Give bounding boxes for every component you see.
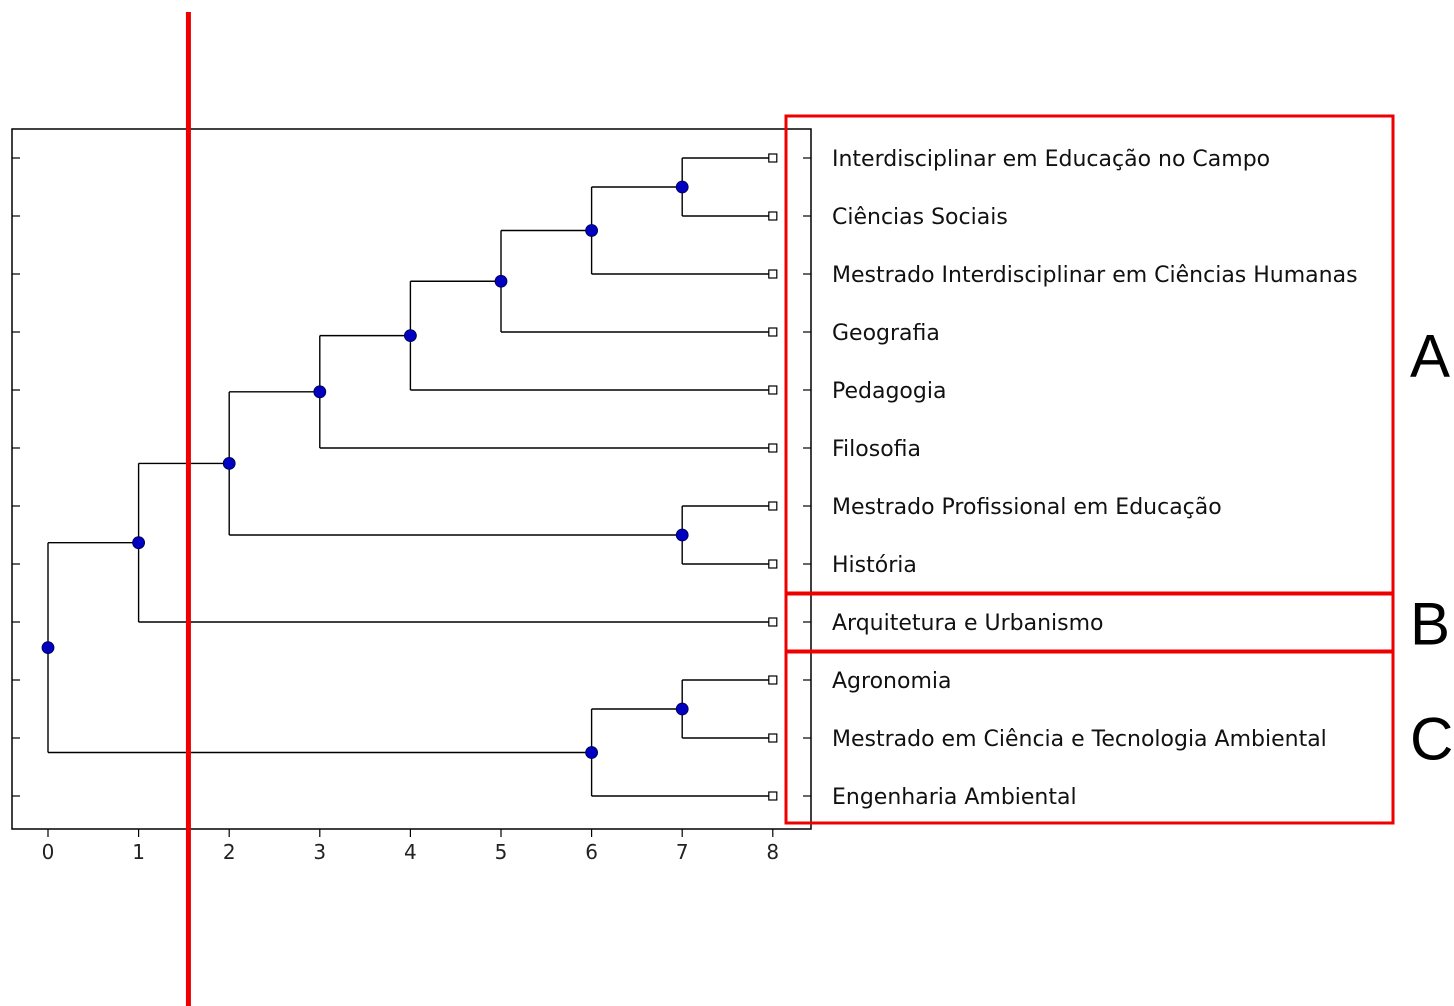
leaf-label: Arquitetura e Urbanismo: [832, 611, 1104, 636]
merge-node: [494, 274, 508, 288]
leaf-marker: [768, 327, 778, 337]
x-tick-label: 5: [495, 840, 508, 864]
merge-node: [675, 702, 689, 716]
leaf-marker: [768, 153, 778, 163]
leaf-label: História: [832, 553, 917, 578]
dendrogram-nodes: [41, 180, 689, 759]
x-tick-label: 1: [132, 840, 145, 864]
axis-ticks: 0 1 2 3 4 5 6 7 8: [12, 157, 811, 864]
merge-node: [222, 457, 236, 470]
merge-node: [403, 329, 417, 343]
leaf-marker: [768, 617, 778, 627]
leaf-markers: [768, 153, 778, 801]
leaf-label: Geografia: [832, 321, 940, 346]
merge-node: [585, 746, 598, 759]
leaf-label: Mestrado Interdisciplinar em Ciências Hu…: [832, 263, 1358, 288]
group-box-a: [784, 114, 1395, 595]
leaf-marker: [768, 443, 778, 453]
leaf-label: Ciências Sociais: [832, 205, 1008, 230]
plot-frame: [11, 128, 812, 830]
group-label-b: B: [1410, 591, 1450, 658]
x-tick-label: 8: [766, 840, 779, 864]
leaf-labels: Interdisciplinar em Educação no Campo Ciê…: [832, 147, 1358, 810]
x-tick-label: 4: [404, 840, 417, 864]
leaf-label: Pedagogia: [832, 379, 946, 404]
x-tick-label: 3: [313, 840, 326, 864]
leaf-marker: [768, 675, 778, 685]
leaf-marker: [768, 211, 778, 221]
dendrogram-branches: [47, 157, 773, 797]
merge-node: [41, 641, 55, 655]
leaf-label: Engenharia Ambiental: [832, 785, 1077, 810]
leaf-marker: [768, 559, 778, 569]
merge-node: [585, 224, 598, 237]
leaf-label: Agronomia: [832, 669, 951, 694]
x-tick-label: 6: [585, 840, 598, 864]
group-box-c: [784, 650, 1395, 825]
x-tick-label: 7: [676, 840, 689, 864]
leaf-label: Mestrado em Ciência e Tecnologia Ambient…: [832, 727, 1327, 752]
leaf-label: Mestrado Profissional em Educação: [832, 495, 1222, 520]
leaf-label: Interdisciplinar em Educação no Campo: [832, 147, 1270, 172]
x-tick-label: 0: [42, 840, 55, 864]
leaf-label: Filosofia: [832, 437, 921, 462]
x-tick-label: 2: [223, 840, 236, 864]
leaf-marker: [768, 501, 778, 511]
leaf-marker: [768, 269, 778, 279]
merge-node: [313, 385, 327, 399]
merge-node: [675, 528, 689, 542]
group-label-a: A: [1410, 323, 1450, 390]
merge-node: [132, 536, 146, 550]
group-overlay: A BC: [185, 12, 1453, 1006]
group-label-c: C: [1410, 706, 1453, 773]
leaf-marker: [768, 791, 778, 801]
merge-node: [675, 180, 689, 194]
leaf-marker: [768, 733, 778, 743]
leaf-marker: [768, 385, 778, 395]
